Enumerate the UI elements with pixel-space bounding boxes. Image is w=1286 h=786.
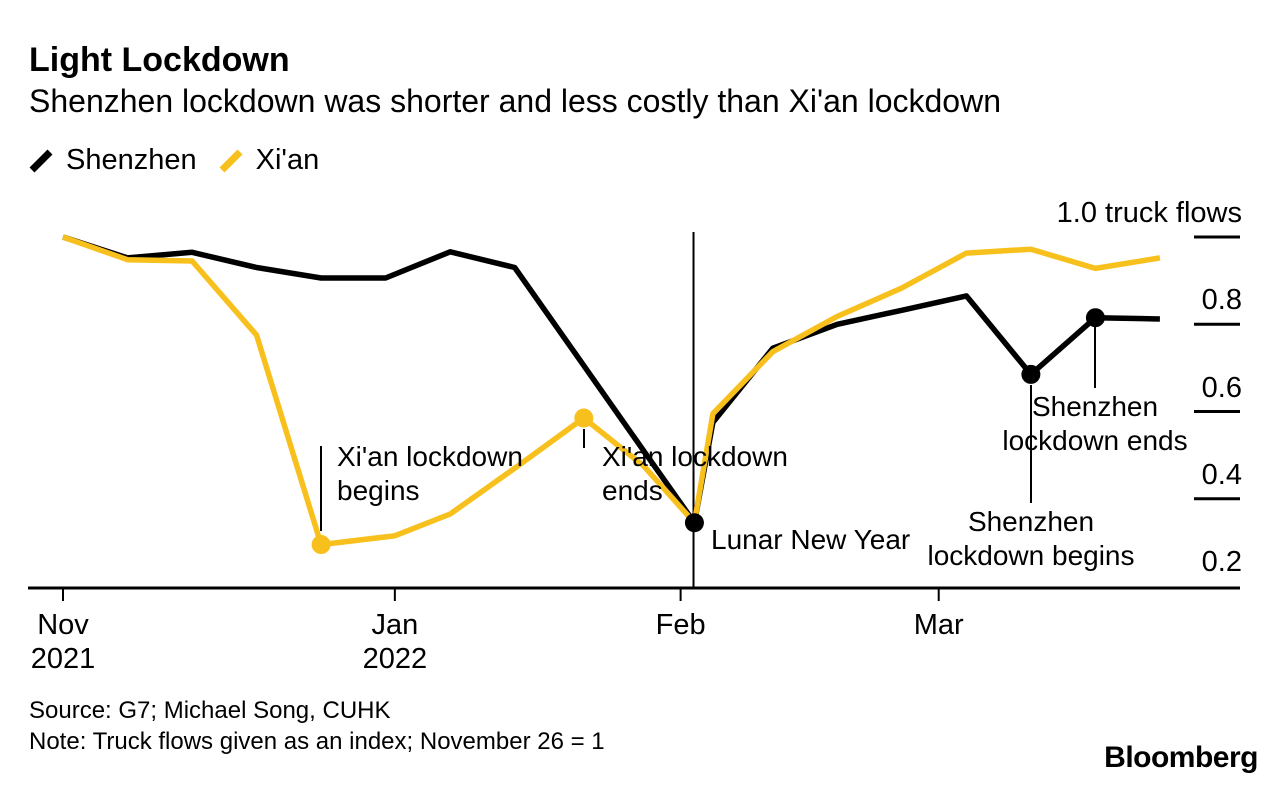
annotation-shenzhen-lockdown-ends: Shenzhen lockdown ends	[1002, 391, 1188, 456]
chart-title: Light Lockdown	[29, 41, 290, 79]
annotation-lunar-new-year: Lunar New Year	[711, 524, 911, 555]
marker-dot-xian-begins	[311, 535, 331, 555]
annotation-xian-lockdown-begins: Xi'an lockdown begins	[337, 441, 523, 506]
y-tick-label-1: 1.0 truck flows	[1056, 197, 1242, 229]
annotation-xian-lockdown-ends: Xi'an lockdown ends	[602, 441, 788, 506]
legend-item-shenzhen: Shenzhen	[29, 146, 197, 175]
note-text: Note: Truck flows given as an index; Nov…	[29, 728, 605, 755]
marker-dot-lunar-new-year	[684, 513, 704, 533]
legend-label-shenzhen: Shenzhen	[66, 144, 197, 176]
source-text: Source: G7; Michael Song, CUHK	[29, 697, 391, 724]
y-tick-label-0-2: 0.2	[1201, 546, 1242, 578]
x-tick-label-nov: Nov 2021	[30, 609, 96, 675]
marker-dot-xian-ends	[574, 408, 594, 428]
legend-item-xian: Xi'an	[219, 144, 320, 176]
y-tick-label-0-8: 0.8	[1201, 284, 1242, 317]
series-line-xian	[62, 234, 1161, 548]
legend-label-xian: Xi'an	[255, 144, 320, 176]
chart-subtitle: Shenzhen lockdown was shorter and less c…	[29, 83, 1001, 119]
series-line-shenzhen	[62, 234, 1160, 526]
legend: Shenzhen Xi'an	[29, 146, 341, 175]
marker-dot-shenzhen-begins	[1021, 364, 1041, 384]
x-tick-label-mar: Mar	[913, 609, 964, 641]
bloomberg-logo: Bloomberg	[1104, 741, 1258, 774]
y-tick-label-0-4: 0.4	[1201, 458, 1242, 491]
marker-dot-shenzhen-ends	[1085, 308, 1105, 328]
legend-swatch-shenzhen-icon	[29, 149, 53, 172]
x-tick-label-feb: Feb	[655, 609, 706, 641]
legend-swatch-xian-icon	[219, 149, 243, 172]
x-tick-label-jan: Jan 2022	[362, 609, 428, 675]
annotation-shenzhen-lockdown-begins: Shenzhen lockdown begins	[927, 506, 1135, 571]
y-tick-label-0-6: 0.6	[1201, 371, 1242, 404]
